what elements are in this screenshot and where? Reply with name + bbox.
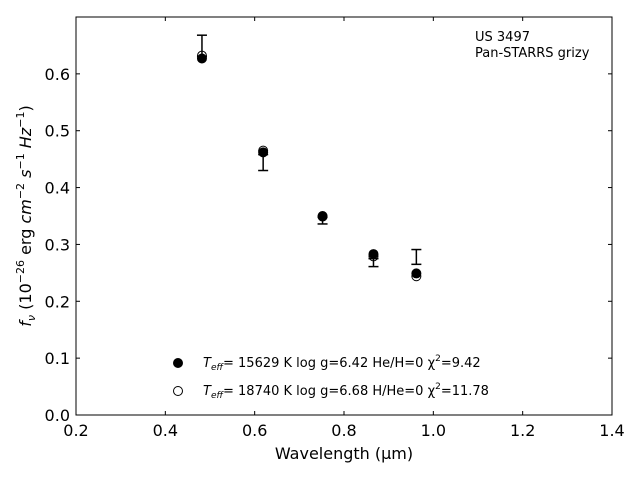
x-axis-ticks: 0.2 0.4 0.6 0.8 1.0 1.2 1.4 — [63, 17, 625, 440]
x-tick-label: 0.8 — [331, 421, 356, 440]
y-tick-label: 0.2 — [45, 292, 70, 311]
model-point-open — [258, 145, 269, 156]
y-tick-label: 0.0 — [45, 406, 70, 425]
model-point-filled — [368, 249, 379, 260]
x-axis-title: Wavelength (μm) — [275, 444, 413, 463]
legend-entry-2: Teff= 18740 K log g=6.68 H/He=0 χ2=11.78 — [203, 382, 489, 401]
legend: Teff= 15629 K log g=6.42 He/H=0 χ2=9.42 … — [173, 354, 489, 401]
model-point-filled — [411, 268, 422, 279]
model-point-open — [411, 271, 422, 282]
x-tick-label: 1.2 — [510, 421, 535, 440]
model-point-open — [196, 50, 207, 61]
model-markers — [196, 50, 422, 282]
x-tick-label: 1.0 — [421, 421, 446, 440]
x-tick-label: 0.2 — [63, 421, 88, 440]
y-axis-ticks: 0.0 0.1 0.2 0.3 0.4 0.5 0.6 — [45, 65, 612, 425]
x-tick-label: 1.4 — [599, 421, 624, 440]
model-point-open — [317, 211, 328, 222]
survey-name: Pan-STARRS grizy — [475, 46, 590, 61]
object-name: US 3497 — [475, 30, 530, 45]
y-tick-label: 0.4 — [45, 179, 70, 198]
legend-marker-filled — [173, 358, 183, 368]
y-tick-label: 0.6 — [45, 65, 70, 84]
legend-marker-open — [173, 386, 183, 396]
x-tick-label: 0.4 — [153, 421, 178, 440]
legend-entry-1: Teff= 15629 K log g=6.42 He/H=0 χ2=9.42 — [203, 354, 481, 373]
model-point-filled — [196, 53, 207, 64]
x-tick-label: 0.6 — [242, 421, 267, 440]
y-tick-label: 0.3 — [45, 235, 70, 254]
observed-error-bar — [411, 248, 422, 266]
model-point-open — [368, 251, 379, 262]
y-axis-title: fν (10−26 erg cm−2 s−1 Hz−1) — [14, 105, 38, 326]
y-tick-label: 0.5 — [45, 122, 70, 141]
error-bars — [196, 34, 422, 268]
y-tick-label: 0.1 — [45, 349, 70, 368]
